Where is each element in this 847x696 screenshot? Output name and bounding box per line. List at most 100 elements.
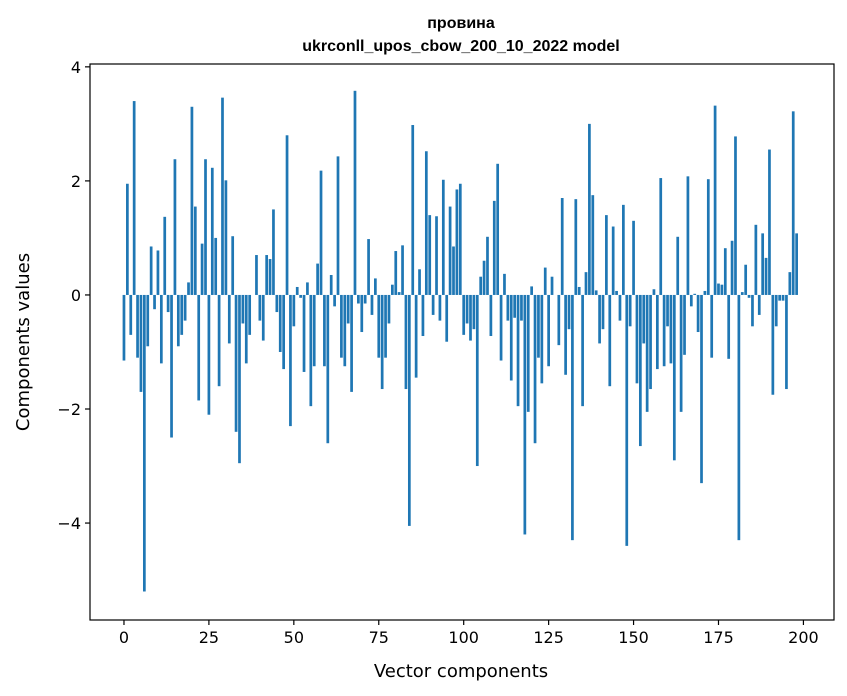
bar: [329, 274, 333, 295]
bar: [221, 97, 224, 295]
bar: [435, 216, 438, 295]
bar: [666, 294, 669, 327]
bar: [367, 239, 370, 295]
bar: [601, 294, 605, 330]
bar: [149, 246, 153, 295]
x-tick-label: 125: [533, 628, 564, 647]
bar: [659, 178, 663, 295]
bar: [441, 179, 445, 295]
bar: [231, 236, 235, 295]
bar: [465, 294, 469, 324]
bar: [672, 294, 676, 461]
bar: [204, 159, 207, 295]
bar: [448, 206, 452, 295]
bar: [703, 290, 707, 295]
bar: [768, 149, 771, 295]
bar: [611, 226, 615, 295]
bar: [564, 294, 567, 375]
bar: [469, 294, 472, 341]
bar: [764, 257, 768, 295]
bar: [754, 224, 758, 295]
bar: [723, 248, 727, 295]
bar: [407, 294, 411, 526]
bar: [720, 284, 724, 295]
bar: [387, 294, 391, 324]
bar: [537, 294, 540, 358]
bar: [482, 260, 486, 295]
bar: [662, 294, 666, 367]
bar: [788, 272, 792, 295]
bar: [706, 179, 710, 295]
y-tick-label: 0: [71, 286, 81, 305]
bar: [241, 294, 245, 324]
bar: [475, 294, 479, 467]
bar: [496, 163, 500, 295]
bar: [771, 294, 775, 395]
bar: [163, 216, 167, 295]
bar: [516, 294, 520, 407]
bar: [638, 294, 642, 447]
bar: [676, 236, 680, 295]
bar: [299, 294, 302, 298]
bar: [655, 294, 659, 370]
bar: [757, 294, 761, 315]
bar: [418, 269, 421, 295]
x-axis-ticks: 0 25 50 75 100 125 150 175 200: [119, 620, 819, 647]
bar: [272, 209, 275, 295]
bar: [126, 183, 129, 295]
bar: [523, 294, 527, 535]
bar: [499, 294, 503, 361]
x-tick-label: 175: [703, 628, 734, 647]
bar: [751, 294, 754, 327]
bar: [380, 294, 384, 390]
bar: [292, 294, 296, 327]
bar: [458, 183, 462, 295]
bar: [700, 294, 703, 484]
bar: [227, 294, 231, 344]
bar: [479, 276, 483, 295]
bar: [350, 294, 353, 392]
bar: [727, 294, 731, 359]
bar: [180, 294, 184, 335]
bar: [713, 105, 717, 295]
bar: [295, 286, 299, 295]
bar: [791, 111, 795, 295]
bar: [506, 294, 510, 321]
bar: [625, 294, 629, 546]
bar: [326, 294, 330, 444]
bar: [632, 220, 635, 295]
bar: [200, 243, 204, 295]
bar: [183, 294, 187, 321]
y-tick-label: 2: [71, 172, 81, 191]
bar: [238, 294, 241, 464]
bar: [248, 294, 252, 335]
bar: [153, 294, 156, 310]
bar: [615, 290, 618, 295]
bar: [472, 294, 476, 330]
bar: [486, 236, 489, 295]
bar: [669, 294, 673, 364]
bar: [526, 294, 530, 412]
bar: [503, 273, 506, 295]
bar: [404, 294, 408, 390]
bar: [740, 292, 744, 295]
bar: [289, 294, 292, 427]
bar: [540, 294, 544, 384]
x-tick-label: 200: [788, 628, 819, 647]
bar: [581, 294, 584, 407]
bar: [795, 233, 798, 295]
bar: [730, 240, 734, 295]
bar: [136, 294, 139, 358]
bar: [547, 294, 550, 367]
bar: [618, 294, 622, 321]
bar: [309, 294, 313, 407]
bar: [319, 170, 323, 295]
bar: [394, 251, 398, 295]
bar: [275, 294, 279, 313]
bar: [340, 294, 343, 358]
bar: [173, 159, 177, 295]
bar: [224, 180, 228, 295]
bar: [452, 246, 455, 295]
bar: [159, 294, 163, 364]
